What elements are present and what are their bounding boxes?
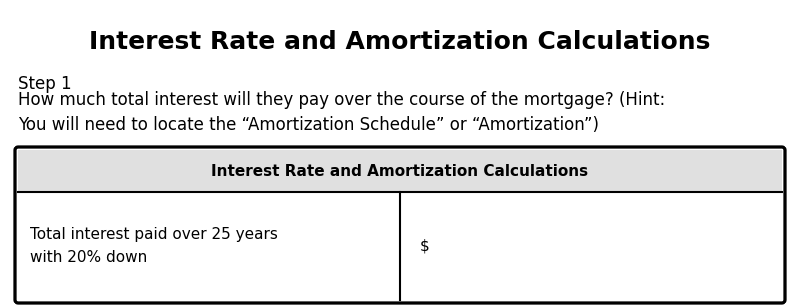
Text: Interest Rate and Amortization Calculations: Interest Rate and Amortization Calculati…	[211, 164, 589, 178]
FancyBboxPatch shape	[15, 147, 785, 303]
Text: Step 1: Step 1	[18, 75, 72, 93]
Text: How much total interest will they pay over the course of the mortgage? (Hint:
Yo: How much total interest will they pay ov…	[18, 91, 666, 134]
Text: Interest Rate and Amortization Calculations: Interest Rate and Amortization Calculati…	[90, 30, 710, 54]
Text: $: $	[420, 239, 430, 254]
Bar	[18, 150, 782, 192]
Text: Total interest paid over 25 years
with 20% down: Total interest paid over 25 years with 2…	[30, 227, 278, 265]
